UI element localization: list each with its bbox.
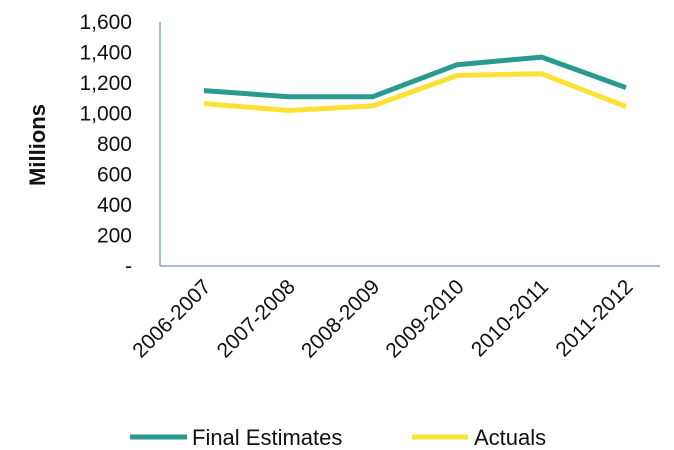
x-tick-label: 2009-2010 — [381, 275, 468, 362]
y-tick-label: 400 — [97, 194, 132, 217]
legend-item-actuals: Actuals — [412, 425, 546, 450]
legend-item-final-estimates: Final Estimates — [130, 425, 342, 450]
y-tick-label: 1,200 — [79, 72, 132, 95]
series-line-actuals — [203, 71, 627, 113]
x-tick-label: 2011-2012 — [551, 275, 637, 361]
y-tick-label: 1,000 — [79, 103, 132, 126]
y-tick-label: 1,600 — [79, 11, 132, 34]
x-axis-tick-labels: 2006-20072007-20082008-20092009-20102010… — [128, 275, 637, 362]
x-tick-label: 2007-2008 — [213, 275, 300, 362]
x-tick-label: 2008-2009 — [297, 275, 384, 362]
axes — [159, 22, 660, 267]
y-axis-tick-labels: - 200 400 600 800 1,000 1,200 1,400 1,600 — [79, 11, 132, 278]
y-axis-title: Millions — [25, 104, 50, 186]
legend-label: Final Estimates — [192, 425, 342, 450]
y-tick-label: - — [125, 255, 132, 278]
series-line-final-estimates — [203, 54, 627, 100]
x-tick-label: 2006-2007 — [128, 275, 215, 362]
legend-label: Actuals — [474, 425, 546, 450]
y-tick-label: 600 — [97, 164, 132, 187]
y-tick-label: 1,400 — [79, 42, 132, 65]
series-lines — [203, 54, 627, 113]
x-tick-label: 2010-2011 — [467, 275, 553, 361]
legend: Final Estimates Actuals — [130, 425, 546, 450]
y-tick-label: 800 — [97, 133, 132, 156]
y-tick-label: 200 — [97, 225, 132, 248]
